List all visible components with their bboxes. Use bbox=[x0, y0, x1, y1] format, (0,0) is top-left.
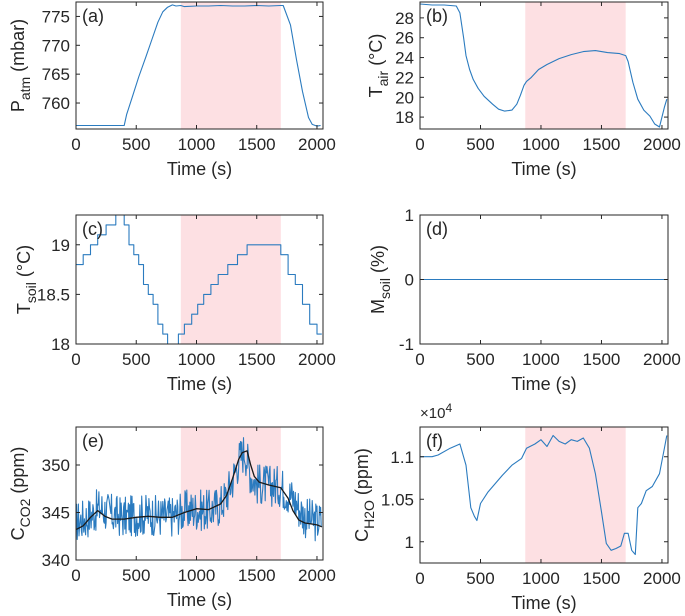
x-tick-label: 1000 bbox=[178, 350, 216, 369]
shaded-region bbox=[180, 215, 281, 344]
y-axis-label: Patm (mbar) bbox=[8, 19, 33, 112]
y-axis-label: Msoil (%) bbox=[368, 245, 393, 314]
panel-label: (d) bbox=[426, 219, 448, 239]
panel-c: 0 500 1000 1500 2000 18 18.5 19 Time (s) Tsoil (°… bbox=[14, 214, 336, 394]
panel-label: (c) bbox=[82, 219, 103, 239]
x-tick-label: 1500 bbox=[238, 566, 276, 585]
x-tick-label: 500 bbox=[122, 566, 150, 585]
panel-label: (e) bbox=[82, 431, 104, 451]
x-tick-label: 2000 bbox=[298, 350, 336, 369]
plot-area bbox=[76, 215, 322, 344]
x-tick-label: 0 bbox=[415, 350, 424, 369]
x-axis-label: Time (s) bbox=[511, 159, 576, 179]
y-axis-label: CCO2 (ppm) bbox=[8, 447, 33, 541]
x-tick-label: 2000 bbox=[643, 350, 681, 369]
x-tick-label: 1000 bbox=[522, 135, 560, 154]
y-axis-label: Tsoil (°C) bbox=[14, 245, 39, 314]
y-tick-label: 1 bbox=[405, 206, 414, 225]
x-tick-label: 500 bbox=[466, 135, 494, 154]
panel-e: 0 500 1000 1500 2000 340 345 350 Time (s) CCO2 (p… bbox=[8, 426, 336, 610]
axis-exponent-label: ×104 bbox=[420, 401, 452, 422]
x-tick-label: 1500 bbox=[583, 135, 621, 154]
y-tick-label: 18.5 bbox=[37, 285, 70, 304]
y-tick-label: 18 bbox=[395, 108, 414, 127]
y-tick-label: 20 bbox=[395, 88, 414, 107]
panel-label: (b) bbox=[426, 6, 448, 26]
axes-box bbox=[419, 1, 669, 130]
y-tick-label: 28 bbox=[395, 9, 414, 28]
x-axis-label: Time (s) bbox=[511, 593, 576, 613]
x-tick-label: 1000 bbox=[178, 135, 216, 154]
x-tick-label: 2000 bbox=[298, 135, 336, 154]
x-tick-label: 1000 bbox=[178, 566, 216, 585]
panel-f: 0 500 1000 1500 2000 1 1.05 1.1 Time (s) CH2O (pp… bbox=[352, 401, 681, 613]
shaded-region bbox=[525, 427, 626, 563]
x-tick-label: 1000 bbox=[522, 350, 560, 369]
axes-box bbox=[419, 426, 669, 564]
x-tick-label: 0 bbox=[415, 135, 424, 154]
y-tick-label: 760 bbox=[42, 94, 70, 113]
y-tick-label: 18 bbox=[51, 335, 70, 354]
panel-label: (a) bbox=[82, 6, 104, 26]
y-tick-label: 350 bbox=[42, 456, 70, 475]
panel-a: 0 500 1000 1500 2000 760 765 770 775 Time (s) Patm… bbox=[8, 1, 336, 179]
plot-area bbox=[420, 434, 668, 556]
shaded-region bbox=[525, 2, 626, 129]
x-tick-label: 500 bbox=[466, 350, 494, 369]
panel-label: (f) bbox=[426, 431, 443, 451]
y-tick-label: 0 bbox=[405, 271, 414, 290]
y-tick-label: 775 bbox=[42, 7, 70, 26]
x-tick-label: 2000 bbox=[298, 566, 336, 585]
x-axis-label: Time (s) bbox=[167, 374, 232, 394]
x-axis-label: Time (s) bbox=[167, 159, 232, 179]
y-axis-label: Tair (°C) bbox=[366, 34, 391, 98]
x-tick-label: 2000 bbox=[643, 135, 681, 154]
y-tick-label: 1.05 bbox=[381, 490, 414, 509]
x-tick-label: 0 bbox=[71, 566, 80, 585]
plot-area bbox=[76, 437, 323, 542]
x-tick-label: 1000 bbox=[522, 569, 560, 588]
plot-area bbox=[76, 4, 321, 127]
series-line bbox=[76, 215, 322, 344]
x-tick-label: 0 bbox=[415, 569, 424, 588]
x-axis-label: Time (s) bbox=[167, 590, 232, 610]
plot-area bbox=[420, 3, 668, 128]
y-tick-label: 26 bbox=[395, 29, 414, 48]
y-tick-label: 340 bbox=[42, 551, 70, 570]
axes-box bbox=[75, 214, 324, 345]
y-axis-label: CH2O (ppm) bbox=[352, 448, 377, 542]
x-tick-label: 0 bbox=[71, 135, 80, 154]
x-tick-label: 500 bbox=[466, 569, 494, 588]
x-tick-label: 0 bbox=[71, 350, 80, 369]
x-tick-label: 500 bbox=[122, 350, 150, 369]
y-tick-label: 1.1 bbox=[390, 448, 414, 467]
y-tick-label: -1 bbox=[399, 335, 414, 354]
x-tick-label: 1500 bbox=[238, 135, 276, 154]
y-tick-label: 1 bbox=[405, 533, 414, 552]
x-axis-label: Time (s) bbox=[511, 374, 576, 394]
x-tick-label: 500 bbox=[122, 135, 150, 154]
axes-box bbox=[75, 1, 324, 130]
series-line bbox=[420, 434, 668, 556]
shaded-region bbox=[180, 2, 281, 129]
x-tick-label: 1500 bbox=[583, 350, 621, 369]
axes-box bbox=[75, 426, 324, 561]
y-tick-label: 765 bbox=[42, 65, 70, 84]
series-line bbox=[76, 4, 321, 127]
x-tick-label: 1500 bbox=[238, 350, 276, 369]
y-tick-label: 345 bbox=[42, 504, 70, 523]
x-tick-label: 1500 bbox=[583, 569, 621, 588]
y-tick-label: 770 bbox=[42, 36, 70, 55]
y-tick-label: 22 bbox=[395, 68, 414, 87]
y-tick-label: 24 bbox=[395, 49, 414, 68]
x-tick-label: 2000 bbox=[643, 569, 681, 588]
y-tick-label: 19 bbox=[51, 236, 70, 255]
series-line-smoothed bbox=[76, 450, 323, 531]
series-line bbox=[420, 3, 668, 128]
